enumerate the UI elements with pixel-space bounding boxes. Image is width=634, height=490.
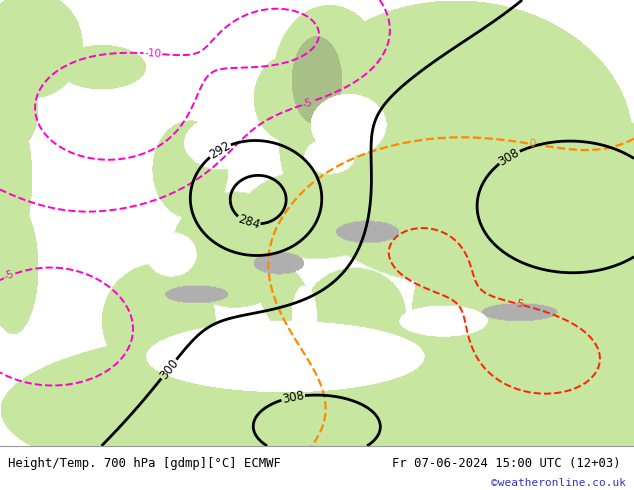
Text: 5: 5 bbox=[515, 298, 524, 310]
Text: Height/Temp. 700 hPa [gdmp][°C] ECMWF: Height/Temp. 700 hPa [gdmp][°C] ECMWF bbox=[8, 457, 280, 470]
Text: -5: -5 bbox=[3, 269, 16, 282]
Text: Fr 07-06-2024 15:00 UTC (12+03): Fr 07-06-2024 15:00 UTC (12+03) bbox=[392, 457, 621, 470]
Text: 308: 308 bbox=[281, 389, 305, 406]
Text: 292: 292 bbox=[207, 139, 233, 162]
Text: 0: 0 bbox=[528, 139, 536, 149]
Text: 308: 308 bbox=[496, 146, 522, 168]
Text: -5: -5 bbox=[301, 97, 314, 110]
Text: 300: 300 bbox=[157, 356, 181, 382]
Text: ©weatheronline.co.uk: ©weatheronline.co.uk bbox=[491, 478, 626, 489]
Text: 284: 284 bbox=[236, 213, 261, 232]
Text: -10: -10 bbox=[144, 48, 162, 59]
